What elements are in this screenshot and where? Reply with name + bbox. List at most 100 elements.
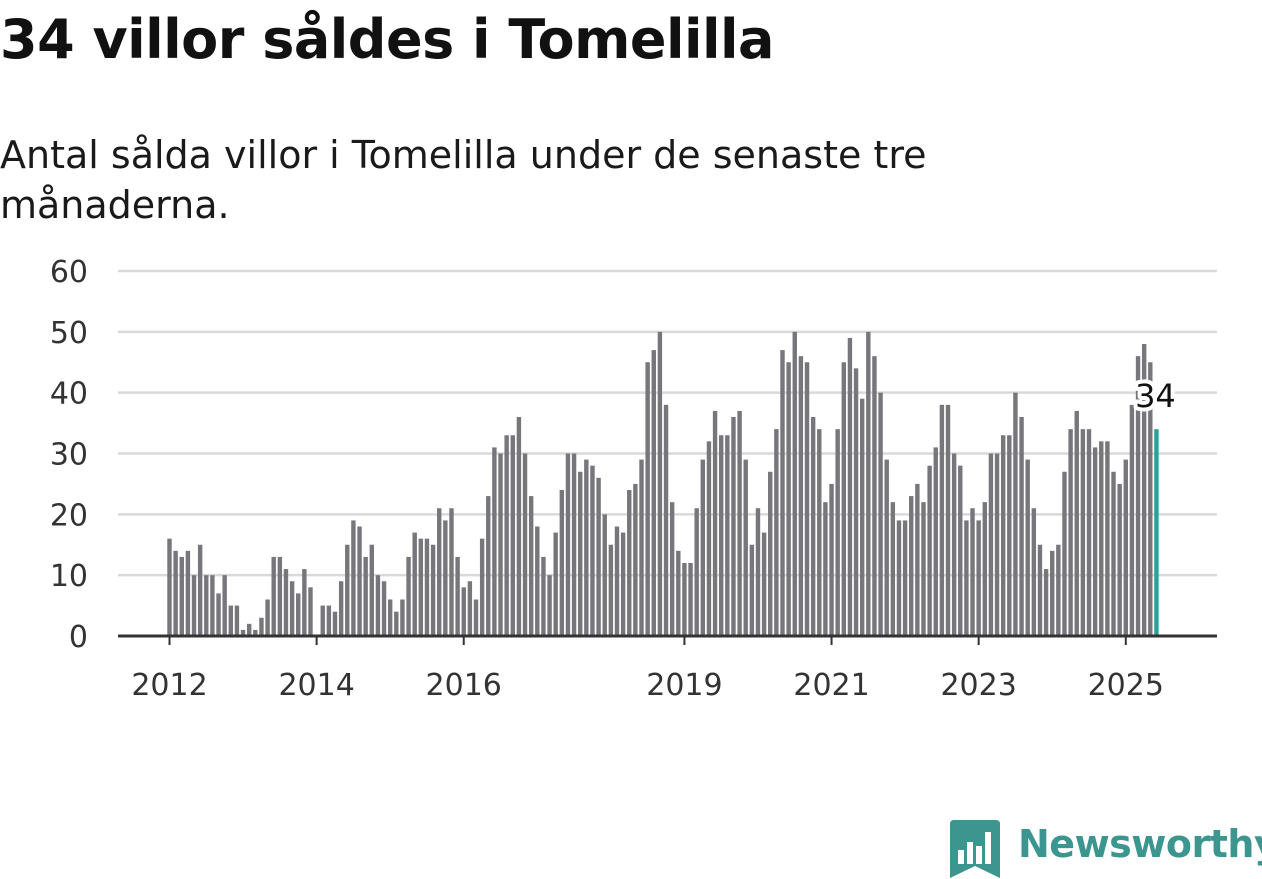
bar (228, 605, 233, 636)
bar (1129, 404, 1135, 636)
bar (1043, 569, 1049, 636)
bar (1080, 429, 1086, 636)
bar (259, 617, 264, 636)
bar (835, 429, 840, 636)
bar (896, 520, 902, 636)
bar (798, 356, 804, 636)
bar (387, 599, 393, 636)
y-tick-label: 40 (50, 377, 88, 412)
bar (528, 496, 534, 636)
bar (884, 459, 889, 636)
bars (167, 331, 1159, 636)
bar (351, 520, 356, 636)
bar (1037, 544, 1043, 636)
bar (706, 441, 712, 636)
bar (473, 599, 479, 636)
bar (1068, 429, 1073, 636)
bar (749, 544, 755, 636)
x-tick-label: 2014 (278, 668, 354, 703)
bar (253, 629, 258, 636)
bar (608, 544, 614, 636)
bar (437, 508, 442, 636)
x-tick-label: 2021 (793, 668, 869, 703)
bar (381, 581, 387, 636)
bar (240, 629, 246, 636)
bar (430, 544, 436, 636)
bar (590, 465, 595, 636)
bar (265, 599, 270, 636)
bar (970, 508, 975, 636)
bar (510, 435, 515, 636)
bar (277, 556, 283, 636)
x-tick-label: 2019 (646, 668, 722, 703)
bar (522, 453, 528, 636)
bar (1050, 550, 1055, 636)
bar (688, 563, 693, 636)
bar (737, 410, 742, 636)
bar (185, 550, 191, 636)
bar (817, 429, 822, 636)
bar (584, 459, 589, 636)
bar (1099, 441, 1104, 636)
bar (1117, 483, 1122, 636)
bar (271, 556, 276, 636)
bar (455, 556, 460, 636)
bar (663, 404, 669, 636)
y-tick-label: 10 (50, 559, 88, 594)
bar (1013, 392, 1018, 636)
bar (890, 502, 896, 636)
bar (602, 514, 607, 636)
bar (651, 350, 656, 636)
bar (424, 538, 430, 636)
bar (338, 581, 344, 636)
axis-labels: 0 10 20 30 40 50 60 2012 2014 2016 2019 2021 2023 202… (50, 255, 1180, 703)
y-tick-label: 60 (50, 255, 88, 290)
bar (443, 520, 448, 636)
x-tick-label: 2016 (426, 668, 502, 703)
bar (841, 362, 846, 636)
bar (596, 477, 601, 636)
bar (308, 587, 313, 636)
bar (872, 356, 877, 636)
bar (921, 502, 926, 636)
bar (780, 350, 785, 636)
bar (933, 447, 938, 636)
bar (988, 453, 994, 636)
bar (357, 526, 362, 636)
bar (375, 575, 381, 636)
bar (774, 429, 779, 636)
bar (731, 417, 736, 636)
bar (982, 502, 987, 636)
y-tick-label: 30 (50, 438, 88, 473)
bar (945, 404, 951, 636)
bar (571, 453, 577, 636)
bar (1007, 435, 1012, 636)
bar (1092, 447, 1098, 636)
bar (345, 544, 350, 636)
bar (958, 465, 963, 636)
bar (939, 404, 945, 636)
bar-highlighted (1154, 429, 1159, 636)
bar (234, 605, 240, 636)
brand-name: Newsworthy (1018, 822, 1262, 866)
bar (725, 435, 730, 636)
bar (639, 459, 644, 636)
bar (878, 392, 883, 636)
bar (400, 599, 405, 636)
bar (167, 538, 172, 636)
bar (492, 447, 497, 636)
bar (614, 526, 620, 636)
bar (669, 502, 675, 636)
bar (479, 538, 485, 636)
bar (657, 331, 663, 636)
bar (1123, 459, 1128, 636)
bar (467, 581, 473, 636)
bar (222, 575, 227, 636)
bar (994, 453, 1000, 636)
bar (296, 593, 301, 636)
bar (976, 520, 981, 636)
y-tick-label: 20 (50, 498, 88, 533)
bar (1074, 410, 1079, 636)
x-axis (118, 634, 1217, 645)
bar (676, 550, 681, 636)
